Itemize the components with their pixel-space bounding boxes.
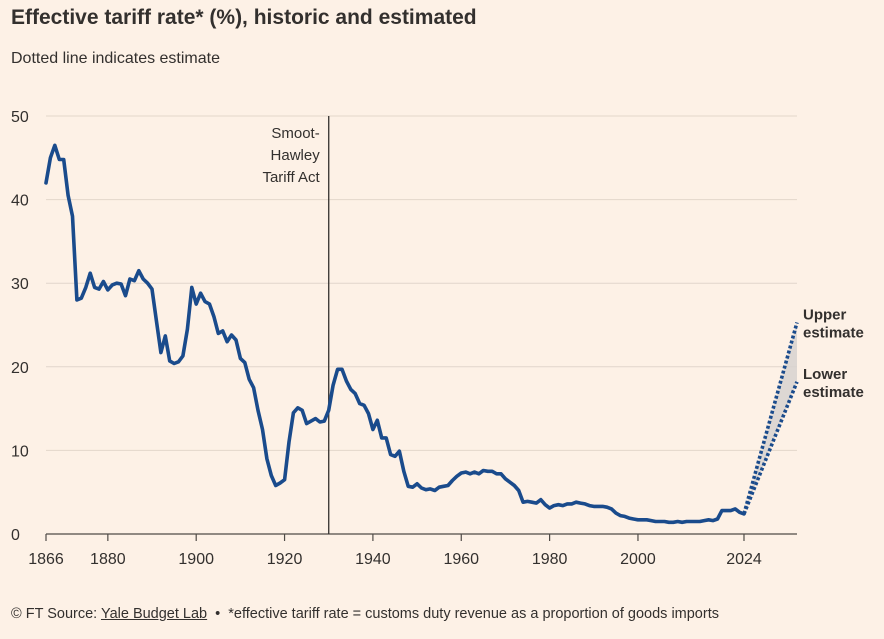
x-tick-label-1940: 1940 — [355, 551, 391, 568]
y-tick-label-10: 10 — [11, 443, 29, 460]
y-tick-label-50: 50 — [11, 109, 29, 126]
x-tick-label-1900: 1900 — [178, 551, 214, 568]
series-line-historic — [44, 143, 746, 525]
annotation-text-line-0: Smoot- — [271, 125, 319, 142]
y-tick-label-30: 30 — [11, 276, 29, 293]
y-tick-label-40: 40 — [11, 193, 29, 210]
x-tick-label-2000: 2000 — [620, 551, 656, 568]
source-prefix: Source: — [47, 606, 98, 622]
y-tick-label-20: 20 — [11, 360, 29, 377]
chart-subtitle: Dotted line indicates estimate — [11, 50, 220, 67]
end-label-0-line-0: Upper — [803, 306, 847, 323]
x-tick-label-1880: 1880 — [90, 551, 126, 568]
x-tick-label-2024: 2024 — [726, 551, 762, 568]
annotation-text-line-1: Hawley — [271, 147, 321, 164]
footer-note: *effective tariff rate = customs duty re… — [228, 606, 719, 622]
footer: © FT Source: Yale Budget Lab • *effectiv… — [11, 606, 719, 622]
chart-area: 0 10 20 30 40 50 1866 1880 1900 1920 1940 1960 1980 2… — [11, 109, 864, 568]
source-link[interactable]: Yale Budget Lab — [100, 606, 208, 622]
series-line-upper-estimate — [742, 322, 799, 515]
end-label-0-line-1: estimate — [803, 324, 864, 341]
chart-title: Effective tariff rate* (%), historic and… — [11, 6, 477, 29]
x-tick-label-1866: 1866 — [28, 551, 64, 568]
end-label-1-line-1: estimate — [803, 384, 864, 401]
footer-separator: • — [215, 606, 221, 622]
end-label-1-line-0: Lower — [803, 366, 847, 383]
x-tick-label-1980: 1980 — [532, 551, 568, 568]
copyright: © FT — [11, 606, 44, 622]
x-tick-label-1920: 1920 — [267, 551, 303, 568]
series-line-lower-estimate — [742, 381, 799, 515]
y-tick-label-0: 0 — [11, 527, 20, 544]
x-tick-label-1960: 1960 — [443, 551, 479, 568]
annotation-text-line-2: Tariff Act — [262, 169, 320, 186]
